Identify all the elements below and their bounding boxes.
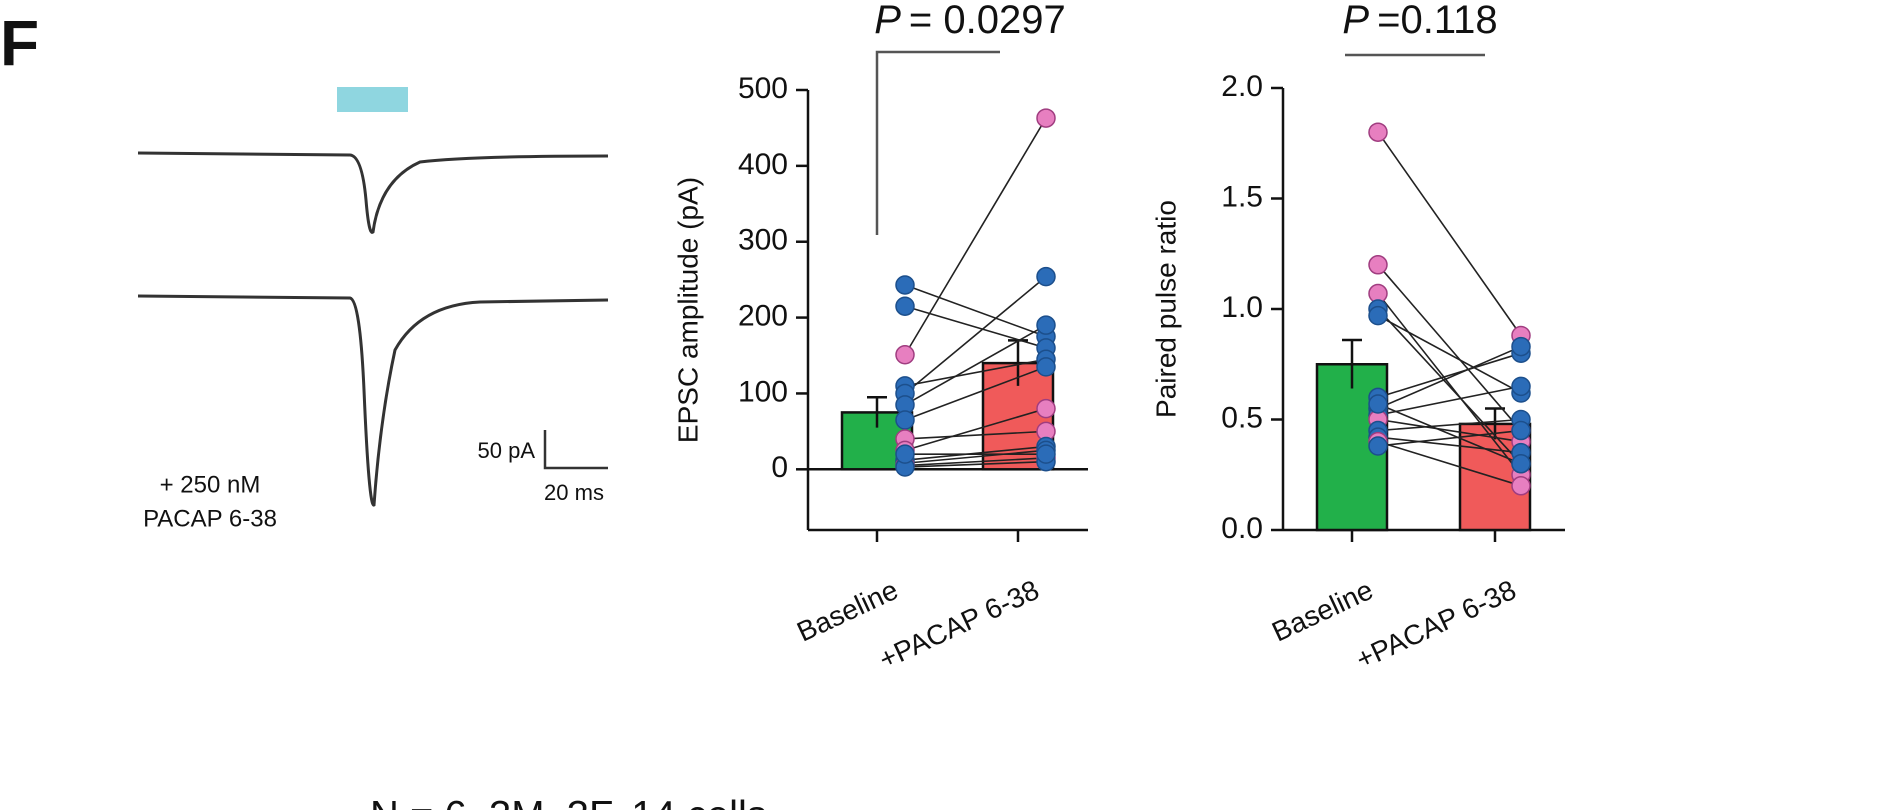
cell-point [1511, 376, 1531, 397]
pair-line [904, 305, 1047, 349]
x-tick-label: +PACAP 6-38 [1351, 574, 1520, 675]
p-value: =0.118 [1377, 0, 1498, 42]
pair-line [1377, 418, 1522, 443]
cell-point [1036, 108, 1056, 128]
cell-point [1511, 476, 1531, 496]
trace-baseline [137, 151, 609, 234]
cell-point [1368, 436, 1388, 456]
pair-line [904, 457, 1047, 467]
cell-point [895, 275, 915, 295]
y-tick-label: 1.5 [1221, 180, 1263, 213]
panel-label: F [0, 7, 39, 79]
cell-point [1368, 255, 1388, 275]
error-bar [1342, 338, 1362, 389]
pair-line [1377, 429, 1522, 447]
cell-point [1511, 336, 1531, 357]
scale-bar [543, 430, 608, 470]
significance-label: P =0.118 [1342, 0, 1497, 42]
y-tick-label: 500 [738, 72, 788, 105]
pair-line [1377, 352, 1522, 399]
cell-point [1368, 305, 1388, 326]
cell-point [1368, 122, 1388, 142]
y-tick-label: 300 [738, 224, 788, 257]
significance-label: P = 0.0297 [874, 0, 1066, 42]
cell-point [1036, 357, 1056, 377]
cell-point [895, 345, 915, 365]
y-tick-label: 100 [738, 375, 788, 408]
x-tick-label: Baseline [792, 574, 902, 647]
cell-point [895, 410, 915, 430]
trace-pacap [137, 294, 609, 507]
pair-line [1377, 440, 1522, 487]
pair-line [1377, 385, 1522, 416]
p-value: = 0.0297 [909, 0, 1066, 42]
pair-line [1377, 314, 1522, 394]
pair-line [1377, 418, 1522, 432]
pair-line [904, 358, 1047, 387]
significance-bracket [875, 50, 1000, 235]
x-tick-label: +PACAP 6-38 [874, 574, 1043, 675]
pair-line [904, 284, 1047, 338]
y-axis-label: EPSC amplitude (pA) [672, 177, 703, 443]
cell-point [1368, 394, 1388, 414]
pair-line [1377, 308, 1522, 465]
cell-point [1511, 453, 1531, 474]
y-tick-label: 0.5 [1221, 401, 1263, 434]
pair-line [904, 366, 1047, 421]
pair-line [904, 324, 1047, 406]
pair-line [1377, 293, 1522, 476]
cell-point [895, 296, 915, 316]
light-pulse [337, 87, 408, 112]
pair-line [904, 407, 1047, 452]
pair-line [1377, 264, 1522, 432]
pair-line [904, 449, 1047, 465]
treatment-label: + 250 nM [160, 471, 261, 498]
y-tick-label: 0.0 [1221, 512, 1263, 545]
error-bar [867, 395, 887, 428]
pair-line [1377, 131, 1522, 336]
pair-line [904, 460, 1047, 468]
pair-line [904, 117, 1047, 356]
cell-point [1036, 315, 1056, 335]
y-tick-label: 400 [738, 148, 788, 181]
pair-line [1377, 436, 1522, 454]
pair-line [904, 276, 1047, 395]
y-tick-label: 0 [771, 451, 788, 484]
p-symbol: P [874, 0, 901, 42]
y-axis-label: Paired pulse ratio [1150, 200, 1181, 418]
treatment-label: PACAP 6-38 [143, 505, 277, 532]
scale-x-label: 20 ms [544, 480, 604, 505]
y-tick-label: 200 [738, 300, 788, 333]
pair-line [1377, 403, 1522, 465]
cell-point [1036, 444, 1056, 464]
pair-line [1377, 345, 1522, 410]
footer: N = 6, 3M, 3F, 14 cells [370, 794, 767, 810]
cell-point [895, 444, 915, 464]
cell-point [1036, 266, 1056, 287]
x-tick-label: Baseline [1267, 574, 1377, 647]
cell-point [1511, 420, 1531, 441]
y-tick-label: 1.0 [1221, 291, 1263, 324]
y-tick-label: 2.0 [1221, 70, 1263, 103]
p-symbol: P [1342, 0, 1369, 42]
cell-point [1036, 398, 1056, 419]
pair-line [904, 430, 1047, 440]
scale-y-label: 50 pA [478, 438, 536, 463]
